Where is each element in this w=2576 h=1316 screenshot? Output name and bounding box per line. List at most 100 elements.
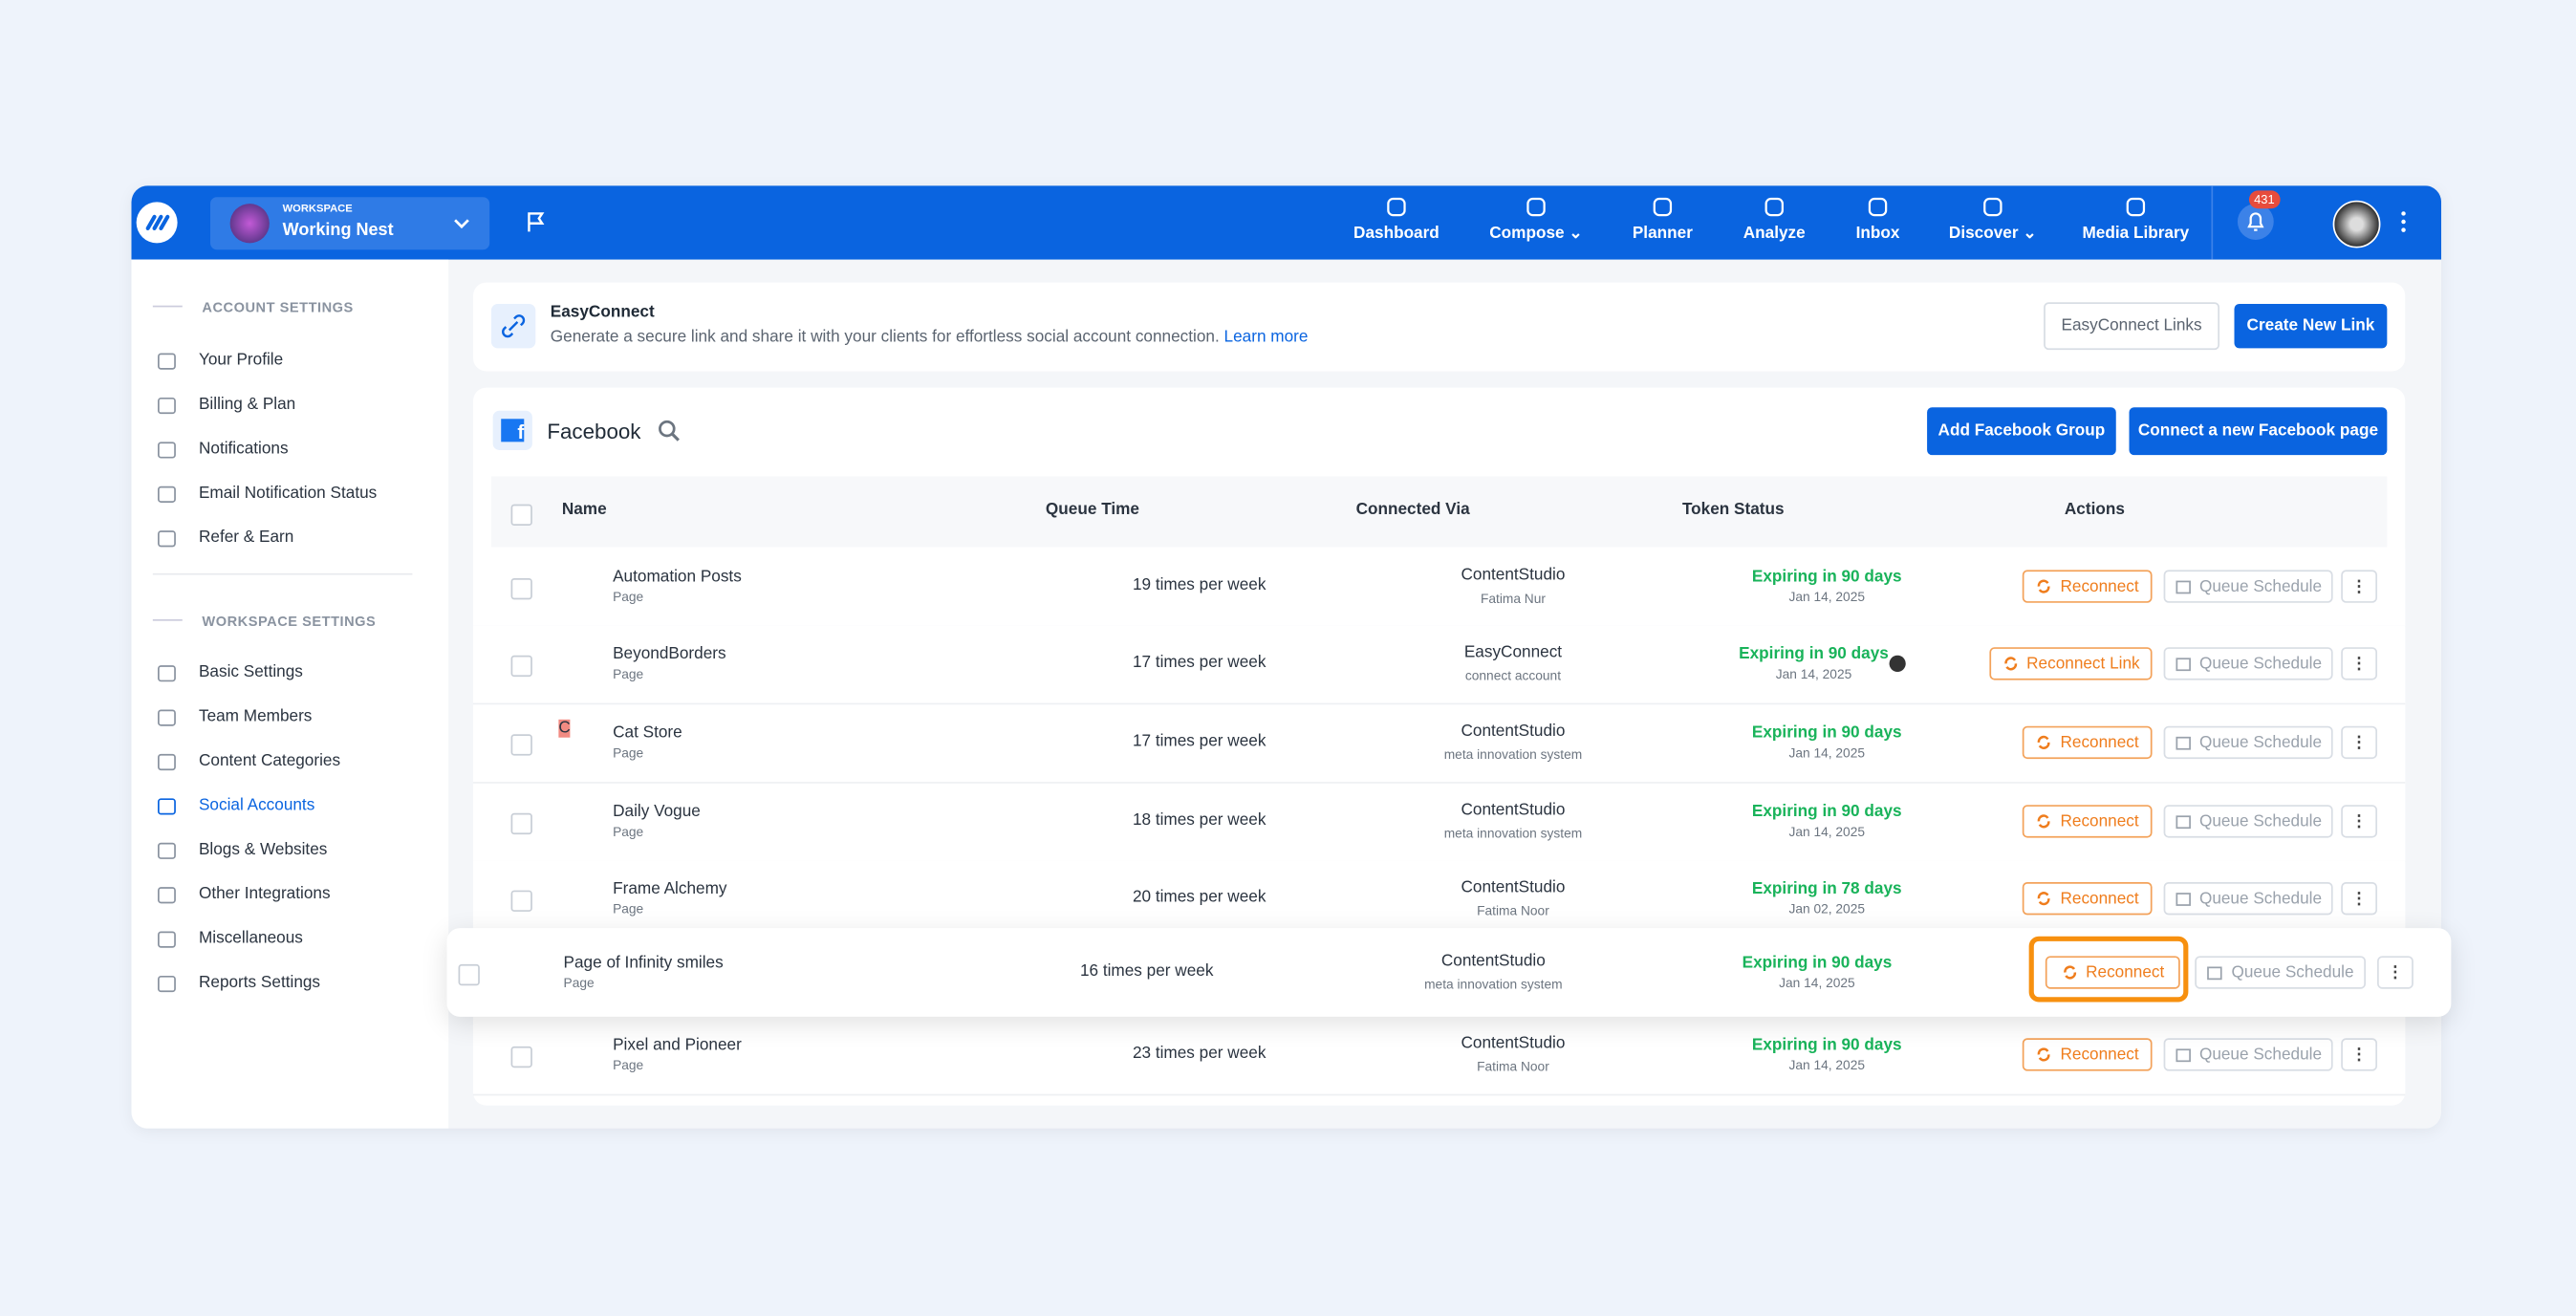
menu-item[interactable]: Your Profile <box>198 351 284 370</box>
reconnect-button[interactable]: Reconnect <box>2022 805 2153 838</box>
reconnect-label: Reconnect Link <box>2026 654 2140 673</box>
facebook-icon: f <box>492 410 532 450</box>
more-button[interactable]: ⋮ <box>2341 570 2378 603</box>
reconnect-button[interactable]: Reconnect <box>2045 956 2180 989</box>
more-button[interactable]: ⋮ <box>2341 805 2378 838</box>
easyconnect-links-button[interactable]: EasyConnect Links <box>2044 302 2220 351</box>
nav-item[interactable]: Analyze <box>1709 196 1841 243</box>
add-facebook-group-button[interactable]: Add Facebook Group <box>1927 407 2116 456</box>
menu-item[interactable]: Email Notification Status <box>198 485 378 503</box>
row-checkbox[interactable] <box>458 963 480 986</box>
search-icon[interactable] <box>658 419 681 442</box>
create-new-link-button[interactable]: Create New Link <box>2234 303 2388 349</box>
menu-icon <box>158 442 176 459</box>
menu-item[interactable]: Social Accounts <box>198 796 315 815</box>
account-name: Daily Vogue <box>613 803 701 822</box>
easyconnect-description: Generate a secure link and share it with… <box>551 329 1309 347</box>
connected-via-detail: Fatima Noor <box>1477 903 1549 918</box>
reconnect-button[interactable]: Reconnect <box>2022 570 2153 603</box>
menu-icon <box>158 709 176 726</box>
table-row: Daily Vogue Page 18 times per week ContentS… <box>473 783 2406 863</box>
menu-item[interactable]: Billing & Plan <box>198 396 296 415</box>
menu-item[interactable]: Basic Settings <box>198 663 303 682</box>
queue-schedule-button[interactable]: Queue Schedule <box>2163 570 2333 603</box>
connected-via: ContentStudio <box>1461 723 1566 742</box>
more-button[interactable]: ⋮ <box>2341 725 2378 760</box>
menu-item[interactable]: Other Integrations <box>198 885 331 904</box>
nav-item[interactable]: Media Library <box>2070 196 2202 243</box>
connect-facebook-page-button[interactable]: Connect a new Facebook page <box>2129 407 2388 456</box>
row-checkbox[interactable] <box>510 812 532 835</box>
row-checkbox[interactable] <box>510 655 532 678</box>
nav-item[interactable]: Planner <box>1597 196 1729 243</box>
menu-icon <box>158 530 176 548</box>
queue-time: 20 times per week <box>1132 888 1266 907</box>
queue-schedule-button[interactable]: Queue Schedule <box>2163 881 2333 916</box>
queue-schedule-button[interactable]: Queue Schedule <box>2163 805 2333 838</box>
link-icon <box>490 303 536 349</box>
logo[interactable] <box>136 202 178 244</box>
more-button[interactable]: ⋮ <box>2341 647 2378 680</box>
nav-item[interactable]: Inbox <box>1812 196 1944 244</box>
menu-item[interactable]: Notifications <box>198 440 289 459</box>
row-checkbox[interactable] <box>510 1046 532 1068</box>
row-checkbox[interactable] <box>510 890 532 912</box>
row-checkbox[interactable] <box>510 734 532 756</box>
queue-schedule-label: Queue Schedule <box>2198 654 2323 673</box>
account-name: BeyondBorders <box>613 645 726 664</box>
queue-schedule-label: Queue Schedule <box>2198 889 2323 908</box>
queue-time: 19 times per week <box>1132 576 1266 595</box>
menu-item[interactable]: Team Members <box>198 707 313 726</box>
account-name: Automation Posts <box>613 568 742 587</box>
reconnect-button[interactable]: Reconnect <box>2022 725 2153 760</box>
menu-item[interactable]: Refer & Earn <box>198 529 294 548</box>
account-type: Page <box>613 1057 644 1073</box>
nav-label: Compose <box>1489 225 1565 244</box>
queue-schedule-label: Queue Schedule <box>2231 963 2354 982</box>
menu-item[interactable]: Blogs & Websites <box>198 841 328 859</box>
menu-dots[interactable] <box>2398 210 2408 233</box>
reconnect-label: Reconnect <box>2060 577 2139 596</box>
column-header: Actions <box>2064 501 2125 520</box>
more-button[interactable]: ⋮ <box>2377 956 2414 989</box>
menu-item[interactable]: Content Categories <box>198 752 341 771</box>
more-button[interactable]: ⋮ <box>2341 1038 2378 1071</box>
queue-schedule-button[interactable]: Queue Schedule <box>2163 725 2333 760</box>
select-all-checkbox[interactable] <box>510 504 532 526</box>
nav-item[interactable]: Dashboard <box>1331 196 1462 243</box>
connected-via-detail: Fatima Nur <box>1480 591 1546 607</box>
workspace-avatar <box>229 204 270 244</box>
reconnect-label: Reconnect <box>2060 811 2139 831</box>
description: Generate a secure link and share it with… <box>550 328 1220 347</box>
account-name: Cat Store <box>613 723 682 743</box>
queue-schedule-button[interactable]: Queue Schedule <box>2195 956 2366 989</box>
workspace-switcher[interactable]: WORKSPACE Working Nest <box>210 197 490 250</box>
reconnect-button[interactable]: Reconnect Link <box>1989 647 2153 680</box>
menu-icon <box>158 753 176 771</box>
nav-item[interactable]: Compose ⌄ <box>1470 196 1602 244</box>
reconnect-button[interactable]: Reconnect <box>2022 881 2153 916</box>
row-checkbox[interactable] <box>510 578 532 600</box>
queue-schedule-label: Queue Schedule <box>2198 733 2323 752</box>
column-header: Queue Time <box>1045 501 1140 520</box>
easyconnect-title: EasyConnect <box>550 303 655 322</box>
user-avatar[interactable] <box>2332 200 2381 248</box>
reconnect-button[interactable]: Reconnect <box>2022 1038 2153 1071</box>
nav-item[interactable]: Discover ⌄ <box>1927 196 2059 243</box>
more-button[interactable]: ⋮ <box>2341 881 2378 916</box>
notifications[interactable] <box>2237 204 2274 240</box>
learn-more-link[interactable]: Learn more <box>1223 328 1309 347</box>
flag-icon[interactable] <box>526 212 546 233</box>
connected-via: ContentStudio <box>1461 566 1566 585</box>
menu-item[interactable]: Miscellaneous <box>198 929 303 948</box>
reconnect-label: Reconnect <box>2060 889 2139 908</box>
table-row: Page of Infinity smiles Page 16 times per … <box>446 928 2452 1017</box>
queue-schedule-button[interactable]: Queue Schedule <box>2163 1038 2333 1071</box>
info-icon[interactable] <box>1889 655 1906 672</box>
menu-item[interactable]: Reports Settings <box>198 974 321 993</box>
connected-via: EasyConnect <box>1463 643 1563 662</box>
queue-schedule-button[interactable]: Queue Schedule <box>2163 647 2333 680</box>
nav-label: Inbox <box>1855 225 1900 244</box>
facebook-title: Facebook <box>547 419 641 444</box>
